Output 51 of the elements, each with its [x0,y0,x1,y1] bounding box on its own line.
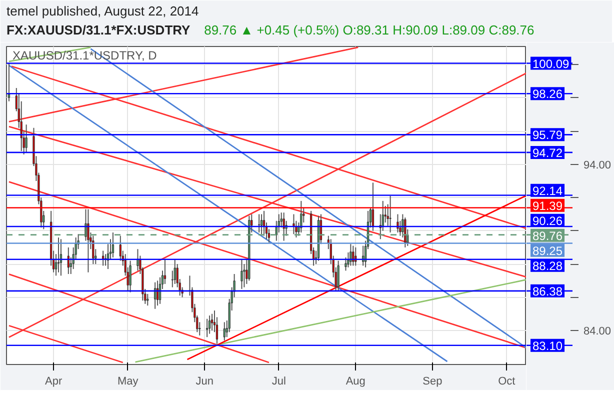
x-tick-label: Aug [346,376,366,388]
ref-line-label: 89.25 [532,244,563,258]
candlestick [92,235,94,265]
candlestick [282,212,285,242]
candlestick [352,245,354,266]
candlestick [208,315,211,334]
candlestick [344,256,347,272]
ref-line-label: 98.26 [532,87,563,102]
ref-line-label: 90.26 [532,214,563,228]
candlestick [396,214,399,233]
x-tick-label: Jun [196,376,214,388]
x-tick-label: Oct [498,376,516,388]
candlestick [243,264,246,288]
ref-line-label: 95.79 [532,128,563,142]
candlestick [146,293,149,306]
text: temel published, August 22, 2014 [6,4,199,18]
candlestick [25,124,28,154]
candlestick [223,322,226,341]
candlestick [404,217,406,248]
candlestick [174,258,176,284]
chart-subtitle: 89.76 ▲ +0.45 (+0.5%) O:89.31 H:90.09 L:89.09 C:89.76 [204,22,534,38]
candlestick [337,260,340,292]
x-tick-label: Apr [44,376,62,388]
candlestick [292,214,295,235]
x-tick-label: Jul [272,376,286,388]
candlestick [136,248,139,272]
candlestick [119,235,122,262]
candlestick [87,208,90,273]
ref-line-label: 88.28 [532,258,563,273]
ref-line-label: 92.14 [532,184,563,198]
candlestick [210,313,214,331]
candlestick [240,258,243,290]
ref-line-label: 86.38 [532,284,563,298]
candlestick [389,195,392,233]
candlestick [129,260,132,293]
x-tick-label: Sep [422,376,442,388]
ref-line-label: 100.09 [532,56,570,71]
candlestick [300,200,302,233]
ref-line-label: 89.76 [532,228,563,243]
candlestick [57,236,60,273]
y-tick-label: 84.00 [584,325,612,338]
ref-line-label: 94.72 [532,146,563,160]
candlestick [206,318,208,338]
y-tick-label: 94.00 [584,159,612,172]
x-tick-label: May [117,376,139,388]
candlestick [112,232,114,258]
candlestick [258,214,260,233]
candlestick [260,214,263,235]
ref-line-label: 91.39 [532,198,563,213]
ref-line-label: 83.10 [532,338,563,353]
chart-title: FX:XAUUSD/31.1*FX:USDTRY [6,22,191,38]
